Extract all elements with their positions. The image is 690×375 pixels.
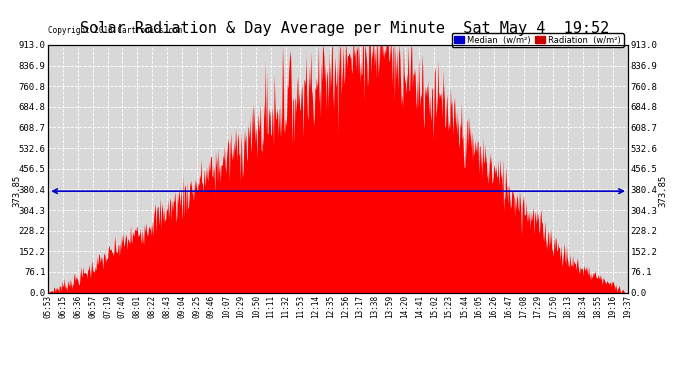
Text: Solar Radiation & Day Average per Minute  Sat May 4  19:52: Solar Radiation & Day Average per Minute… bbox=[80, 21, 610, 36]
Legend: Median  (w/m²), Radiation  (w/m²): Median (w/m²), Radiation (w/m²) bbox=[451, 33, 624, 47]
Text: Copyright 2013 Cartronics.com: Copyright 2013 Cartronics.com bbox=[48, 26, 182, 35]
Text: 373.85: 373.85 bbox=[658, 175, 667, 207]
Text: 373.85: 373.85 bbox=[12, 175, 21, 207]
